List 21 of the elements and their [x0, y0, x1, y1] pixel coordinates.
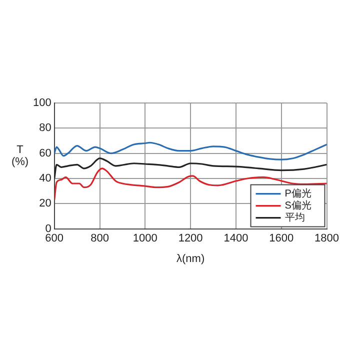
- line-series: [54, 168, 327, 201]
- x-tick-label: 800: [90, 232, 109, 244]
- y-axis-title: T (%): [11, 144, 29, 168]
- x-axis-title: λ(nm): [176, 252, 205, 265]
- legend-label: S偏光: [284, 200, 312, 212]
- x-tick-label: 1400: [224, 232, 248, 244]
- line-series: [54, 142, 327, 160]
- legend-label: 平均: [284, 212, 305, 224]
- y-tick-label: 100: [32, 97, 52, 110]
- x-tick-label: 1600: [269, 232, 294, 244]
- line-series: [54, 158, 327, 180]
- y-tick-label: 80: [39, 122, 52, 134]
- x-tick-label: 1200: [178, 232, 203, 244]
- legend-label: P偏光: [284, 188, 312, 200]
- y-tick-label: 0: [45, 222, 52, 235]
- y-tick-label: 60: [39, 147, 52, 160]
- x-tick-label: 600: [45, 232, 64, 244]
- y-tick-label: 40: [39, 172, 52, 185]
- x-tick-label: 1000: [132, 232, 158, 244]
- y-tick-label: 20: [39, 198, 52, 210]
- x-tick-label: 1800: [314, 232, 340, 244]
